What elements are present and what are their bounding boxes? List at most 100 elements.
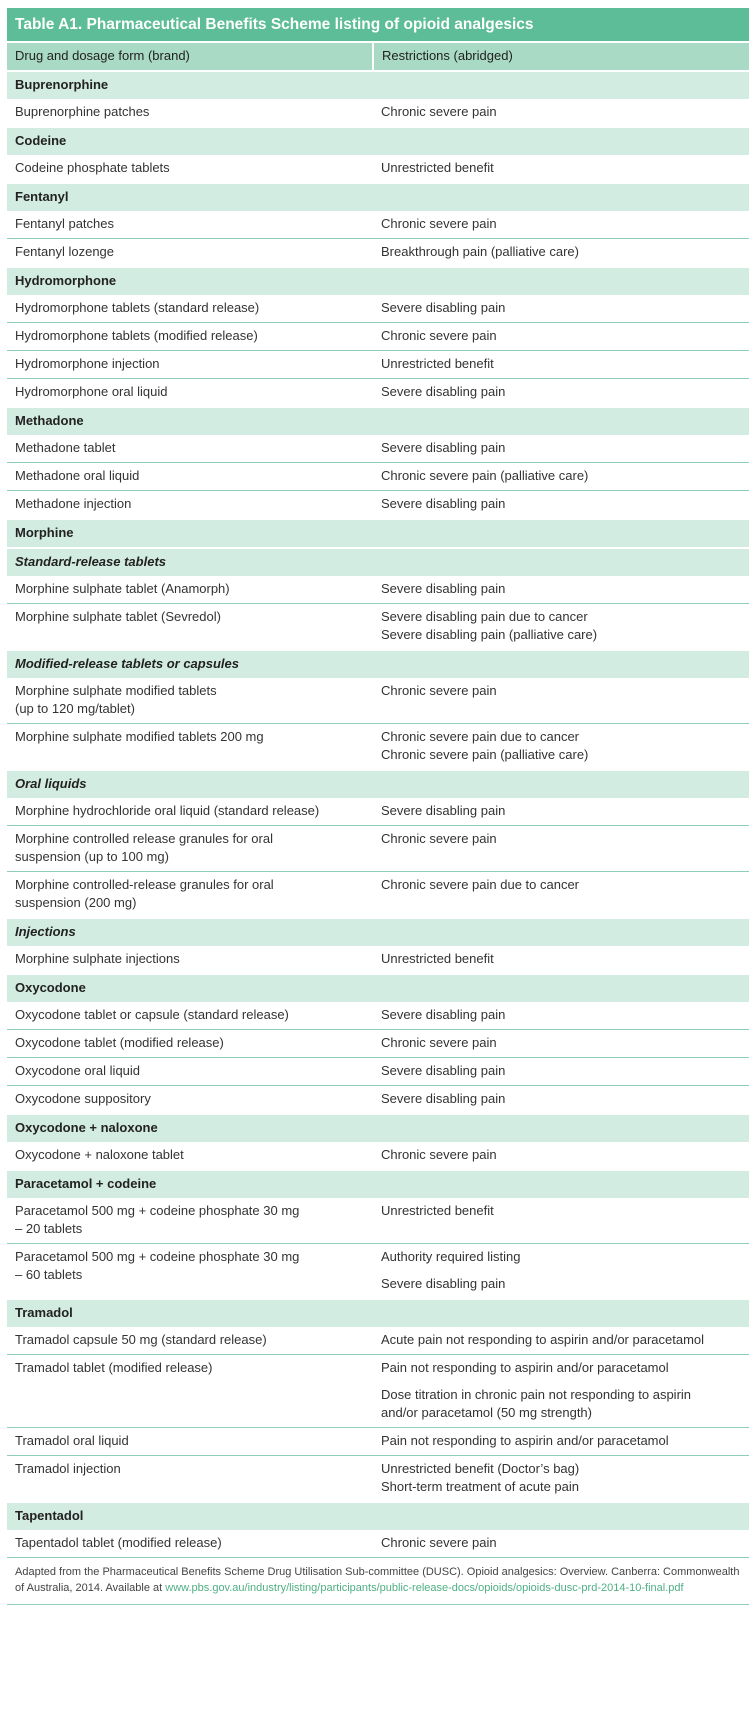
restriction-text: Unrestricted benefit bbox=[381, 1203, 494, 1218]
drug-cell: Paracetamol 500 mg + codeine phosphate 3… bbox=[7, 1243, 373, 1299]
drug-cell: Tapentadol tablet (modified release) bbox=[7, 1530, 373, 1558]
restriction-text: Unrestricted benefit bbox=[381, 951, 494, 966]
drug-group-row: Fentanyl bbox=[7, 182, 749, 211]
restriction-text: Chronic severe pain bbox=[381, 328, 497, 343]
group-label: Hydromorphone bbox=[7, 266, 749, 295]
restriction-text: Severe disabling pain bbox=[381, 1007, 506, 1022]
table-row: Morphine sulphate tablet (Anamorph) Sever… bbox=[7, 576, 749, 604]
restrictions-cell: Chronic severe pain bbox=[373, 678, 749, 724]
restrictions-cell: Unrestricted benefit bbox=[373, 946, 749, 974]
drug-group-row: Paracetamol + codeine bbox=[7, 1169, 749, 1198]
table-row: Oxycodone + naloxone tablet Chronic sever… bbox=[7, 1142, 749, 1170]
drug-cell: Morphine controlled-release granules for… bbox=[7, 871, 373, 918]
table-row: Oxycodone oral liquid Severe disabling pa… bbox=[7, 1057, 749, 1086]
restrictions-cell: Pain not responding to aspirin and/or pa… bbox=[373, 1427, 749, 1456]
restrictions-cell: Acute pain not responding to aspirin and… bbox=[373, 1327, 749, 1355]
source-link[interactable]: www.pbs.gov.au/industry/listing/particip… bbox=[165, 1582, 684, 1594]
drug-cell: Hydromorphone tablets (modified release) bbox=[7, 322, 373, 351]
table-row: Hydromorphone tablets (standard release)… bbox=[7, 295, 749, 323]
table-row: Oxycodone tablet or capsule (standard re… bbox=[7, 1002, 749, 1030]
restrictions-cell: Chronic severe pain bbox=[373, 322, 749, 351]
drug-cell: Methadone oral liquid bbox=[7, 462, 373, 491]
restriction-text: Severe disabling pain bbox=[381, 581, 506, 596]
restriction-text: Acute pain not responding to aspirin and… bbox=[381, 1332, 705, 1347]
group-label: Oxycodone + naloxone bbox=[7, 1113, 749, 1142]
table-row: Morphine hydrochloride oral liquid (stan… bbox=[7, 798, 749, 826]
restrictions-cell: Chronic severe pain bbox=[373, 211, 749, 239]
restriction-text: Pain not responding to aspirin and/or pa… bbox=[381, 1360, 669, 1375]
drug-cell: Morphine sulphate tablet (Anamorph) bbox=[7, 576, 373, 604]
restrictions-cell: Severe disabling pain bbox=[373, 295, 749, 323]
restriction-text: Severe disabling pain bbox=[381, 1063, 506, 1078]
restriction-text: Chronic severe pain bbox=[381, 683, 497, 698]
column-header-restrictions: Restrictions (abridged) bbox=[373, 41, 749, 71]
opioid-table: Drug and dosage form (brand) Restriction… bbox=[7, 41, 749, 1558]
restriction-text: Chronic severe pain (palliative care) bbox=[381, 468, 589, 483]
drug-subgroup-row: Standard-release tablets bbox=[7, 547, 749, 576]
drug-cell: Tramadol injection bbox=[7, 1455, 373, 1502]
group-label: Fentanyl bbox=[7, 182, 749, 211]
drug-cell: Paracetamol 500 mg + codeine phosphate 3… bbox=[7, 1198, 373, 1244]
restriction-text: Chronic severe pain bbox=[381, 1147, 497, 1162]
table-row: Paracetamol 500 mg + codeine phosphate 3… bbox=[7, 1243, 749, 1299]
subgroup-label: Injections bbox=[7, 917, 749, 946]
drug-cell: Morphine hydrochloride oral liquid (stan… bbox=[7, 798, 373, 826]
drug-group-row: Oxycodone + naloxone bbox=[7, 1113, 749, 1142]
table-row: Methadone tablet Severe disabling pain bbox=[7, 435, 749, 463]
drug-cell: Codeine phosphate tablets bbox=[7, 155, 373, 183]
table-row: Morphine sulphate modified tablets 200 m… bbox=[7, 723, 749, 770]
table-title: Table A1. Pharmaceutical Benefits Scheme… bbox=[7, 8, 749, 41]
table-row: Buprenorphine patches Chronic severe pain bbox=[7, 99, 749, 127]
restrictions-cell: Severe disabling pain bbox=[373, 1002, 749, 1030]
group-label: Oxycodone bbox=[7, 973, 749, 1002]
restriction-text: Severe disabling pain due to cancer Seve… bbox=[381, 609, 598, 642]
group-label: Codeine bbox=[7, 126, 749, 155]
group-label: Paracetamol + codeine bbox=[7, 1169, 749, 1198]
table-row: Hydromorphone injection Unrestricted bene… bbox=[7, 350, 749, 379]
table-row: Hydromorphone oral liquid Severe disablin… bbox=[7, 378, 749, 407]
drug-group-row: Hydromorphone bbox=[7, 266, 749, 295]
restrictions-cell: Chronic severe pain bbox=[373, 1530, 749, 1558]
drug-group-row: Tramadol bbox=[7, 1298, 749, 1327]
restrictions-cell: Chronic severe pain bbox=[373, 1142, 749, 1170]
table-row: Morphine controlled release granules for… bbox=[7, 825, 749, 872]
drug-cell: Oxycodone suppository bbox=[7, 1085, 373, 1114]
restrictions-cell: Severe disabling pain bbox=[373, 1085, 749, 1114]
restrictions-cell: Breakthrough pain (palliative care) bbox=[373, 238, 749, 267]
drug-cell: Oxycodone oral liquid bbox=[7, 1057, 373, 1086]
drug-cell: Morphine sulphate modified tablets (up t… bbox=[7, 678, 373, 724]
drug-group-row: Tapentadol bbox=[7, 1501, 749, 1530]
group-label: Tramadol bbox=[7, 1298, 749, 1327]
drug-cell: Methadone tablet bbox=[7, 435, 373, 463]
restriction-text: Pain not responding to aspirin and/or pa… bbox=[381, 1433, 669, 1448]
drug-group-row: Buprenorphine bbox=[7, 70, 749, 99]
table-row: Morphine sulphate modified tablets (up t… bbox=[7, 678, 749, 724]
drug-cell: Hydromorphone tablets (standard release) bbox=[7, 295, 373, 323]
restriction-text: Unrestricted benefit bbox=[381, 356, 494, 371]
table-row: Oxycodone tablet (modified release) Chron… bbox=[7, 1029, 749, 1058]
subgroup-label: Oral liquids bbox=[7, 769, 749, 798]
restriction-text: Unrestricted benefit (Doctor’s bag) Shor… bbox=[381, 1461, 580, 1494]
drug-subgroup-row: Oral liquids bbox=[7, 769, 749, 798]
drug-cell: Morphine sulphate tablet (Sevredol) bbox=[7, 603, 373, 650]
table-row: Morphine sulphate injections Unrestricted… bbox=[7, 946, 749, 974]
table-row: Morphine sulphate tablet (Sevredol) Sever… bbox=[7, 603, 749, 650]
table-row: Codeine phosphate tablets Unrestricted be… bbox=[7, 155, 749, 183]
group-label: Tapentadol bbox=[7, 1501, 749, 1530]
restriction-text: Severe disabling pain bbox=[381, 1091, 506, 1106]
table-row: Paracetamol 500 mg + codeine phosphate 3… bbox=[7, 1198, 749, 1244]
drug-cell: Fentanyl lozenge bbox=[7, 238, 373, 267]
table-row: Tapentadol tablet (modified release) Chro… bbox=[7, 1530, 749, 1558]
footnote-text: Adapted from the Pharmaceutical Benefits… bbox=[15, 1566, 740, 1594]
subgroup-label: Modified-release tablets or capsules bbox=[7, 649, 749, 678]
restriction-text: Chronic severe pain bbox=[381, 1535, 497, 1550]
table-container: Table A1. Pharmaceutical Benefits Scheme… bbox=[7, 8, 749, 1605]
table-row: Hydromorphone tablets (modified release)… bbox=[7, 322, 749, 351]
table-row: Tramadol injection Unrestricted benefit (… bbox=[7, 1455, 749, 1502]
drug-cell: Buprenorphine patches bbox=[7, 99, 373, 127]
restriction-text: Chronic severe pain bbox=[381, 831, 497, 846]
drug-cell: Hydromorphone injection bbox=[7, 350, 373, 379]
restrictions-cell: Chronic severe pain bbox=[373, 1029, 749, 1058]
restriction-text: Chronic severe pain due to cancer bbox=[381, 877, 580, 892]
drug-cell: Hydromorphone oral liquid bbox=[7, 378, 373, 407]
